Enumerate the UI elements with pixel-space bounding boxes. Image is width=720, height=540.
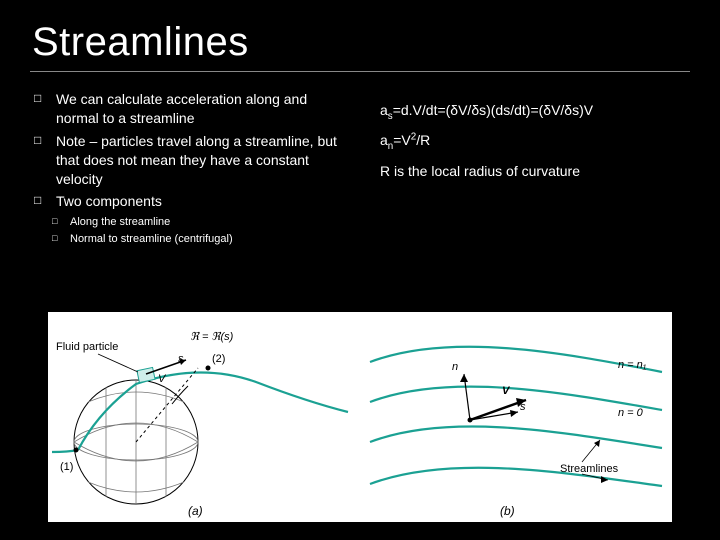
eq-body: =d.V/dt=(δV/δs)(ds/dt)=(δV/δs)V bbox=[393, 102, 593, 118]
equation-an: an=V2/R bbox=[380, 126, 690, 156]
fig-pt2-label: (2) bbox=[212, 353, 225, 365]
panel-a-label: (a) bbox=[188, 504, 203, 518]
fig-radius-label: ℜ = ℜ(s) bbox=[190, 331, 234, 343]
eq-var: a bbox=[380, 102, 388, 118]
fig-n0-label: n = 0 bbox=[618, 407, 644, 419]
main-bullets: We can calculate acceleration along and … bbox=[30, 90, 350, 211]
equation-r: R is the local radius of curvature bbox=[380, 157, 690, 185]
left-column: We can calculate acceleration along and … bbox=[30, 90, 350, 249]
content-columns: We can calculate acceleration along and … bbox=[30, 90, 690, 249]
right-column: as=d.V/dt=(δV/δs)(ds/dt)=(δV/δs)V an=V2/… bbox=[380, 90, 690, 249]
eq-body: =V bbox=[393, 132, 411, 148]
panel-b-label: (b) bbox=[500, 504, 515, 518]
fig-streamlines-label: Streamlines bbox=[560, 463, 619, 475]
sub-bullet-item: Along the streamline bbox=[30, 215, 350, 230]
sub-bullet-item: Normal to streamline (centrifugal) bbox=[30, 232, 350, 247]
bullet-item: Two components bbox=[30, 192, 350, 211]
bullet-item: Note – particles travel along a streamli… bbox=[30, 132, 350, 189]
panel-a-svg: ℜ = ℜ(s) s V Fluid particle (1) bbox=[48, 312, 360, 522]
equation-as: as=d.V/dt=(δV/δs)(ds/dt)=(δV/δs)V bbox=[380, 96, 690, 126]
sub-bullets: Along the streamline Normal to streamlin… bbox=[30, 215, 350, 247]
fig-n1-label: n = n₁ bbox=[618, 359, 647, 371]
title-underline bbox=[30, 71, 690, 72]
fig-pt1-label: (1) bbox=[60, 461, 73, 473]
panel-b-svg: s n V n = n₁ n = 0 Streamlines bbox=[360, 312, 672, 522]
page-title: Streamlines bbox=[32, 20, 690, 65]
figure-panel-a: ℜ = ℜ(s) s V Fluid particle (1) bbox=[48, 312, 360, 522]
fig-n-axis: n bbox=[452, 361, 458, 373]
bullet-item: We can calculate acceleration along and … bbox=[30, 90, 350, 128]
fig-v-vector: V bbox=[502, 385, 511, 397]
fig-fluid-particle-label: Fluid particle bbox=[56, 341, 118, 353]
fig-v-label: V bbox=[158, 373, 167, 385]
slide: Streamlines We can calculate acceleratio… bbox=[0, 0, 720, 540]
eq-body: /R bbox=[416, 132, 430, 148]
figure: ℜ = ℜ(s) s V Fluid particle (1) bbox=[48, 312, 672, 522]
eq-var: a bbox=[380, 132, 388, 148]
figure-panel-b: s n V n = n₁ n = 0 Streamlines bbox=[360, 312, 672, 522]
